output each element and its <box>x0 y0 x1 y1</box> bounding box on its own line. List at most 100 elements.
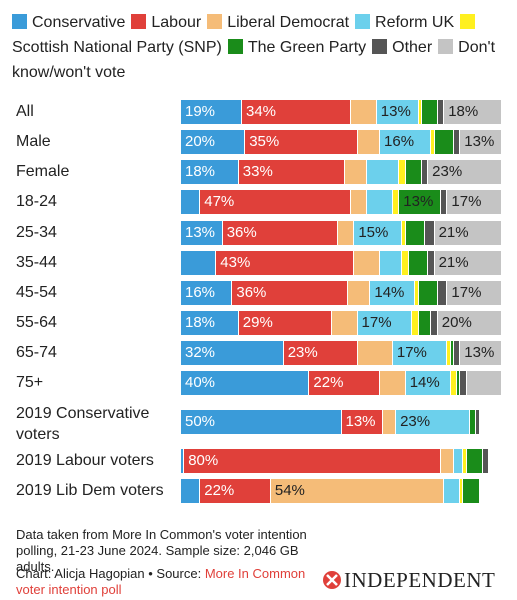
bar-segment <box>402 251 409 275</box>
data-label: 21% <box>438 254 469 271</box>
bar-segment <box>415 281 419 305</box>
bar-segment <box>418 100 422 124</box>
logo-icon <box>323 571 341 589</box>
legend-swatch <box>460 14 476 29</box>
bar-segment <box>357 311 413 335</box>
bar-segment <box>351 100 377 124</box>
data-label: 13% <box>464 133 495 150</box>
legend-entry: Scottish National Party (SNP) <box>12 14 480 56</box>
data-label: 20% <box>441 314 472 331</box>
bar-segment <box>408 251 429 275</box>
row-label: Female <box>16 163 70 180</box>
data-label: 19% <box>185 103 216 120</box>
bar-segment <box>181 251 217 275</box>
bar-segment <box>463 479 480 503</box>
data-label: 13% <box>345 413 376 430</box>
legend-entry: Conservative <box>12 14 125 31</box>
bar-segment <box>457 371 461 395</box>
bar-segment <box>424 221 435 245</box>
bar-segment <box>383 410 397 434</box>
data-label: 80% <box>188 452 219 469</box>
bar-segment <box>460 371 467 395</box>
bar-segment <box>370 281 416 305</box>
bar-segment <box>437 281 448 305</box>
bar-segment <box>396 410 470 434</box>
data-label: 13% <box>403 193 434 210</box>
bar-segment <box>232 281 348 305</box>
data-label: 33% <box>242 163 273 180</box>
bar-segment <box>460 130 502 154</box>
bar-segment <box>421 100 438 124</box>
data-label: 18% <box>185 163 216 180</box>
legend-label: Other <box>392 39 433 56</box>
legend-swatch <box>12 14 27 29</box>
row-label: 65-74 <box>16 344 57 361</box>
row-label: 18-24 <box>16 193 57 210</box>
data-label: 15% <box>358 224 389 241</box>
bar-segment <box>450 371 458 395</box>
data-label: 23% <box>400 413 431 430</box>
bar-segment <box>367 160 400 184</box>
bar-segment <box>181 160 239 184</box>
data-label: 13% <box>464 344 495 361</box>
logo-text: INDEPENDENT <box>344 568 496 592</box>
data-label: 23% <box>432 163 463 180</box>
data-label: 23% <box>287 344 318 361</box>
bar-segment <box>437 100 445 124</box>
bar-segment <box>482 449 490 473</box>
bar-segment <box>283 341 358 365</box>
bar-segment <box>341 410 384 434</box>
legend-entry: Don't know/won't vote <box>12 39 495 81</box>
data-label: 17% <box>451 193 482 210</box>
bar-segment <box>344 160 368 184</box>
data-label: 14% <box>374 284 405 301</box>
bar-segment <box>453 130 461 154</box>
bar-segment <box>450 341 454 365</box>
data-label: 17% <box>361 314 392 331</box>
data-label: 32% <box>185 344 216 361</box>
data-label: 22% <box>313 374 344 391</box>
data-label: 34% <box>245 103 277 120</box>
bar-segment <box>309 371 380 395</box>
bar-segment <box>392 341 448 365</box>
bar-segment <box>447 281 502 305</box>
bar-segment <box>399 190 441 214</box>
row-label: 75+ <box>16 374 44 391</box>
legend-label: Reform UK <box>375 14 455 31</box>
bar-segment <box>181 371 310 395</box>
legend-label: Scottish National Party (SNP) <box>12 39 222 56</box>
legend-entry: Labour <box>131 14 201 31</box>
bar-segment <box>444 100 502 124</box>
legend-swatch <box>207 14 223 29</box>
bar-segment <box>476 410 480 434</box>
data-label: 36% <box>236 284 267 301</box>
bar-segment <box>241 100 352 124</box>
row-label: 35-44 <box>16 254 57 271</box>
bar-segment <box>460 341 502 365</box>
data-label: 22% <box>204 482 235 499</box>
data-label: 36% <box>226 224 257 241</box>
legend-swatch <box>372 39 388 54</box>
bar-segment <box>460 479 464 503</box>
bar-segment <box>376 100 419 124</box>
source-link[interactable]: More In Common voter intention poll <box>16 566 306 597</box>
bar-segment <box>200 479 271 503</box>
bar-segment <box>418 311 432 335</box>
bar-segment <box>428 160 502 184</box>
row-label: All <box>16 103 34 120</box>
bar-segment <box>181 449 185 473</box>
bar-segment <box>181 410 342 434</box>
bar-segment <box>453 449 464 473</box>
row-label: 2019 Conservative voters <box>16 405 150 443</box>
legend-entry: Other <box>372 39 432 56</box>
bar-segment <box>351 190 368 214</box>
bar-segment <box>354 251 380 275</box>
bar-segment <box>238 160 345 184</box>
bar-segment <box>184 449 441 473</box>
bar-segment <box>392 190 400 214</box>
data-label: 16% <box>384 133 415 150</box>
data-label: 14% <box>409 374 440 391</box>
legend-entry: Liberal Democrat <box>207 14 349 31</box>
data-label: 35% <box>249 133 280 150</box>
data-label: 17% <box>451 284 482 301</box>
